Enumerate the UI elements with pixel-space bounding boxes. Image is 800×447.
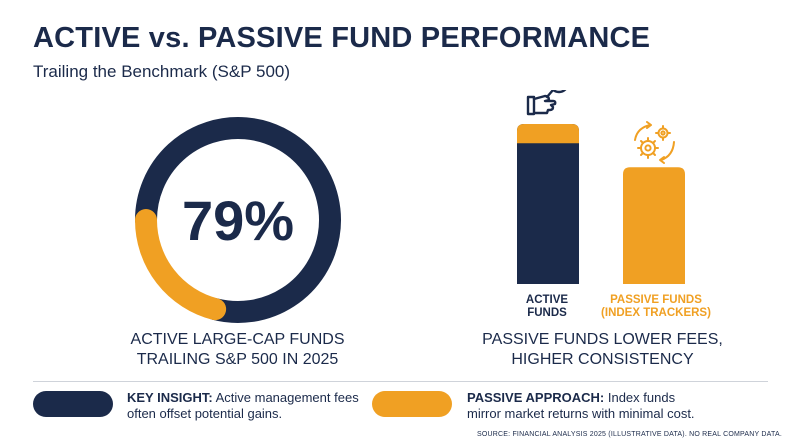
page-title: ACTIVE vs. PASSIVE FUND PERFORMANCE <box>33 22 651 54</box>
donut-chart: 79% <box>133 115 343 325</box>
bar-chart <box>495 90 715 326</box>
passive-approach: PASSIVE APPROACH: Index funds mirror mar… <box>467 390 712 422</box>
bar-label-active-text: ACTIVE FUNDS <box>525 294 569 319</box>
insight-pill-orange <box>372 391 452 417</box>
passive-approach-text: Index funds mirror market returns with m… <box>467 390 695 421</box>
bar-label-passive-text: PASSIVE FUNDS (INDEX TRACKERS) <box>601 294 711 319</box>
key-insight-label: KEY INSIGHT: <box>127 390 213 405</box>
bars-caption-line-1: PASSIVE FUNDS LOWER FEES, <box>482 331 723 348</box>
bar-0-top-segment <box>517 124 579 144</box>
bar-1-body <box>623 167 685 284</box>
divider <box>33 381 768 382</box>
donut-slice-1 <box>135 209 227 321</box>
donut-svg <box>135 117 341 323</box>
donut-caption: ACTIVE LARGE-CAP FUNDS TRAILING S&P 500 … <box>100 330 375 370</box>
bar-label-passive: PASSIVE FUNDS (INDEX TRACKERS) <box>596 294 716 320</box>
source-note: SOURCE: FINANCIAL ANALYSIS 2025 (ILLUSTR… <box>477 431 782 438</box>
bar-0 <box>517 124 579 284</box>
donut-caption-line-1: ACTIVE LARGE-CAP FUNDS <box>130 331 345 348</box>
bar-label-active: ACTIVE FUNDS <box>507 294 587 320</box>
bars-caption: PASSIVE FUNDS LOWER FEES, HIGHER CONSIST… <box>470 330 735 370</box>
donut-caption-line-2: TRAILING S&P 500 IN 2025 <box>136 351 339 368</box>
bars-svg <box>517 90 685 284</box>
passive-approach-label: PASSIVE APPROACH: <box>467 390 605 405</box>
bar-0-body <box>517 124 579 284</box>
key-insight: KEY INSIGHT: Active management fees ofte… <box>127 390 362 422</box>
page-subtitle: Trailing the Benchmark (S&P 500) <box>33 62 291 81</box>
gears-cycle-icon <box>634 121 675 164</box>
insight-pill-navy <box>33 391 113 417</box>
donut-center-label: 79% <box>181 188 295 252</box>
key-insight-text: Active management fees often offset pote… <box>127 390 359 421</box>
bar-1 <box>623 167 685 284</box>
bars-caption-line-2: HIGHER CONSISTENCY <box>511 351 694 368</box>
magnifier-icon-body <box>526 90 567 116</box>
donut-slice-0 <box>135 117 341 323</box>
